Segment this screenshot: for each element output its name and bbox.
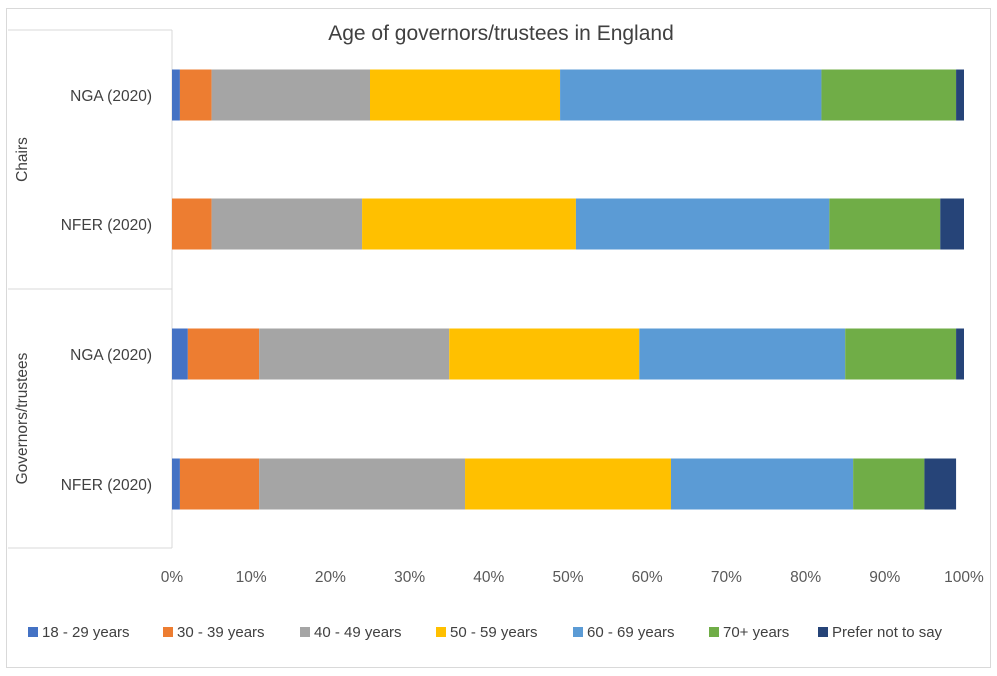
bar-segment-1-5 (560, 69, 822, 121)
x-tick-label: 80% (790, 569, 821, 586)
category-label: NGA (2020) (70, 88, 152, 105)
group-label: Chairs (14, 137, 31, 182)
legend-label: 60 - 69 years (587, 624, 675, 641)
bar-segment-4-4 (465, 458, 671, 510)
x-tick-label: 100% (944, 569, 984, 586)
bar-segment-1-4 (370, 69, 561, 121)
x-tick-label: 50% (552, 569, 583, 586)
legend-swatch (300, 627, 310, 637)
bar-segment-3-5 (639, 328, 846, 380)
legend-swatch (818, 627, 828, 637)
legend: 18 - 29 years 30 - 39 years 40 - 49 years 5… (28, 624, 943, 641)
bar-segment-1-1 (172, 69, 180, 121)
x-tick-label: 40% (473, 569, 504, 586)
x-tick-label: 30% (394, 569, 425, 586)
bar-segment-3-1 (172, 328, 188, 380)
legend-label: 40 - 49 years (314, 624, 402, 641)
bar-segment-1-2 (179, 69, 212, 121)
legend-swatch (28, 627, 38, 637)
x-tick-label: 60% (632, 569, 663, 586)
bar-segment-2-7 (940, 198, 964, 250)
bar-segment-2-3 (211, 198, 363, 250)
category-label: NGA (2020) (70, 347, 152, 364)
legend-label: 70+ years (723, 624, 789, 641)
bar-segment-3-3 (259, 328, 450, 380)
x-tick-label: 20% (315, 569, 346, 586)
bar-segment-3-6 (845, 328, 957, 380)
bar-segment-4-2 (179, 458, 260, 510)
bar-segment-2-5 (575, 198, 830, 250)
x-tick-label: 70% (711, 569, 742, 586)
legend-label: 30 - 39 years (177, 624, 265, 641)
group-label: Governors/trustees (14, 352, 31, 484)
legend-swatch (436, 627, 446, 637)
bar-segment-4-5 (670, 458, 854, 510)
x-axis-ticks: 0% 10% 20% 30% 40% 50% 60% 70% 80% 90% 100% (161, 569, 984, 586)
bar-segment-4-3 (259, 458, 466, 510)
category-label: NFER (2020) (61, 477, 152, 494)
bar-segment-1-7 (956, 69, 964, 121)
bar-segment-2-4 (362, 198, 576, 250)
bar-segment-3-4 (449, 328, 640, 380)
chart-title: Age of governors/trustees in England (328, 22, 674, 45)
bars (172, 69, 964, 510)
legend-label: Prefer not to say (832, 624, 943, 641)
x-tick-label: 0% (161, 569, 184, 586)
bar-segment-3-7 (956, 328, 964, 380)
bar-segment-1-6 (821, 69, 957, 121)
legend-swatch (163, 627, 173, 637)
bar-segment-2-2 (172, 198, 212, 250)
bar-segment-2-6 (829, 198, 941, 250)
legend-label: 50 - 59 years (450, 624, 538, 641)
bar-segment-1-3 (211, 69, 370, 121)
category-labels: NGA (2020) NFER (2020) NGA (2020) NFER (202… (14, 88, 152, 494)
category-label: NFER (2020) (61, 217, 152, 234)
x-tick-label: 10% (236, 569, 267, 586)
x-tick-label: 90% (869, 569, 900, 586)
bar-segment-4-7 (924, 458, 957, 510)
legend-swatch (709, 627, 719, 637)
axes (8, 29, 173, 549)
legend-swatch (573, 627, 583, 637)
bar-segment-4-6 (853, 458, 925, 510)
legend-label: 18 - 29 years (42, 624, 130, 641)
bar-segment-3-2 (187, 328, 260, 380)
bar-segment-4-1 (172, 458, 180, 510)
